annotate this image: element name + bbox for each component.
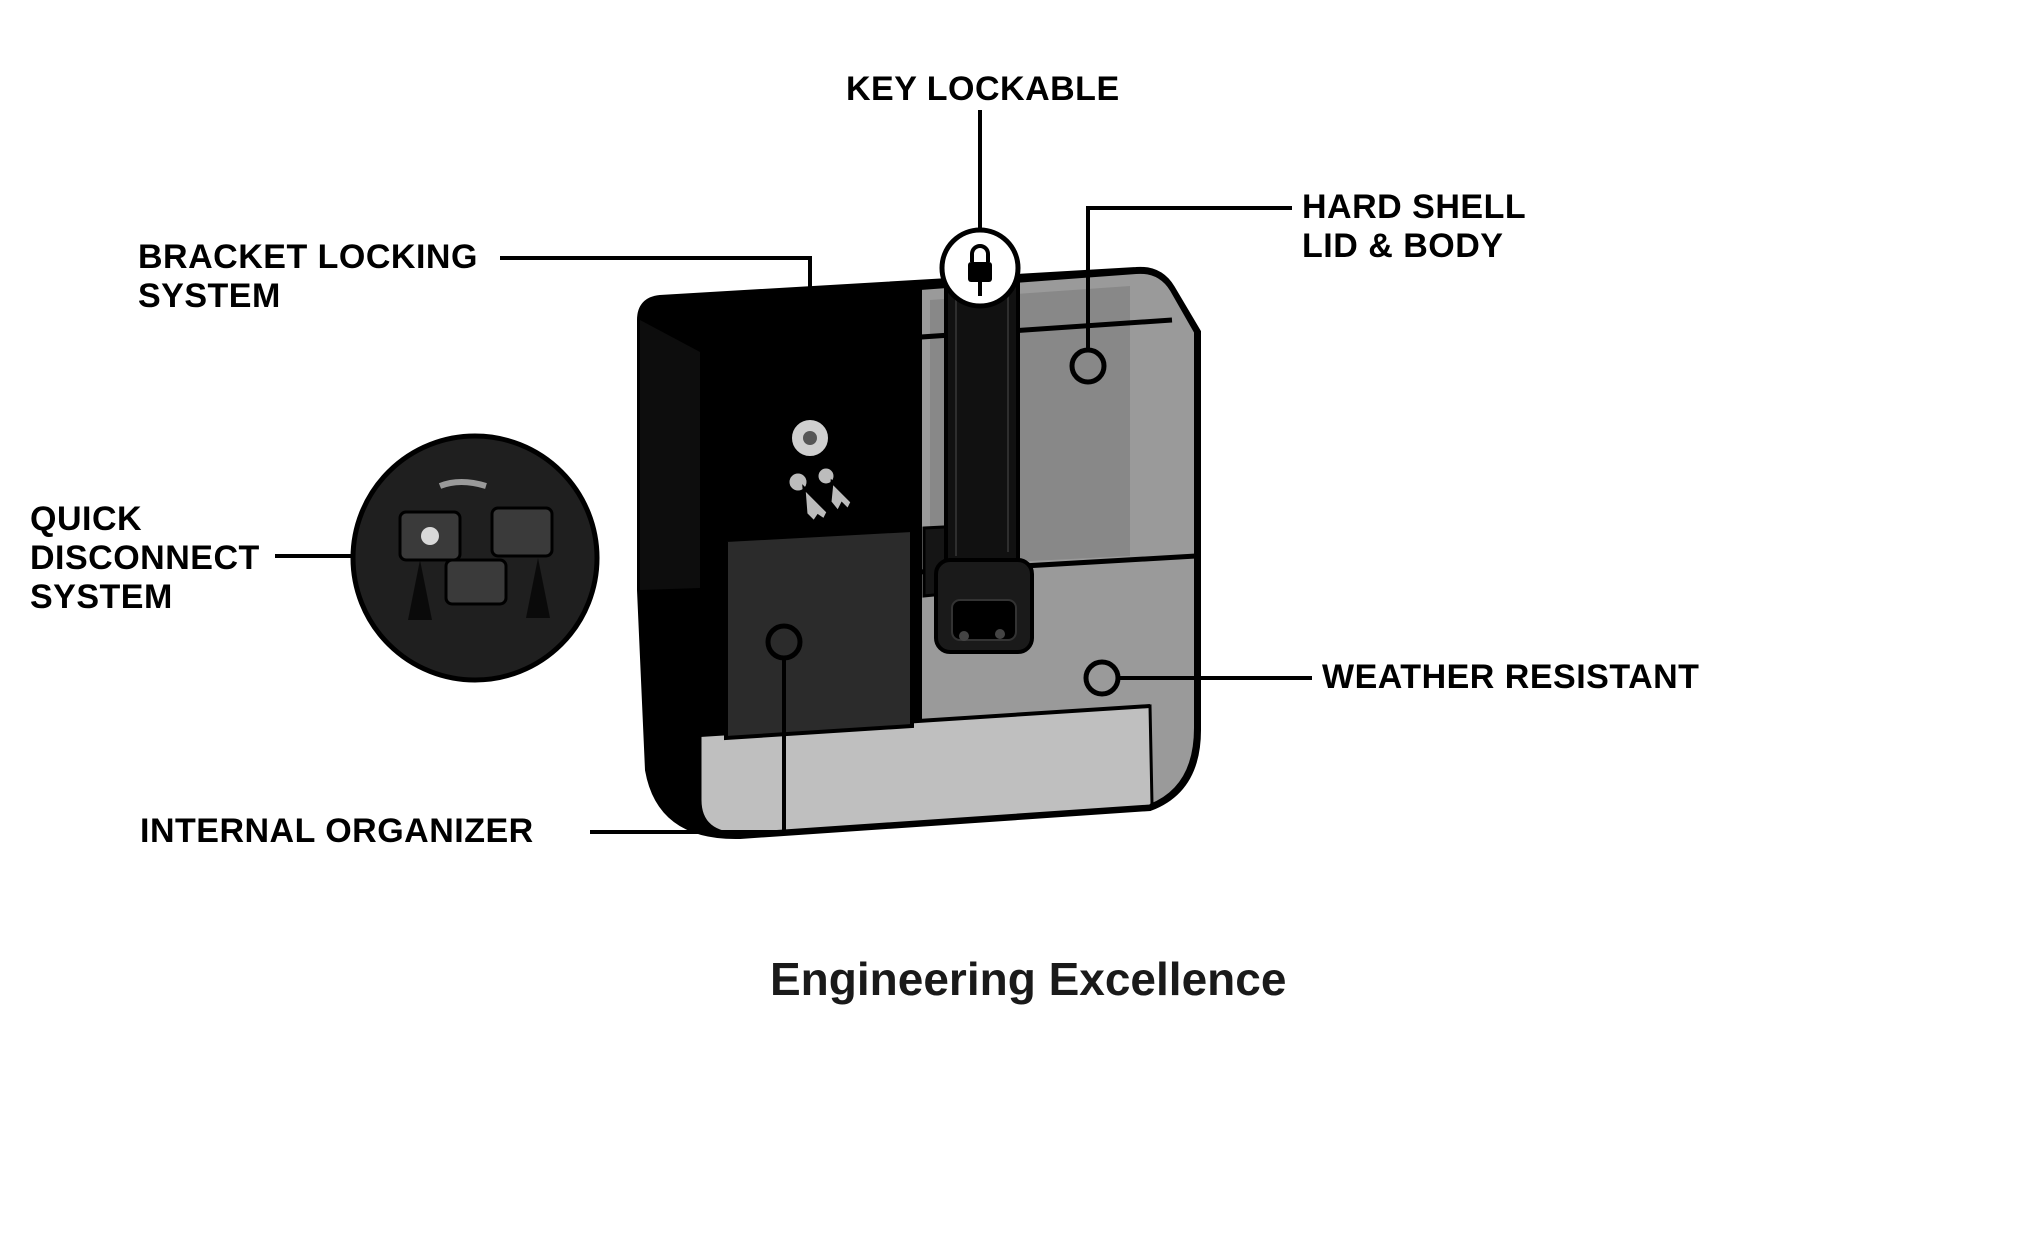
label-quick-disconnect-l2: DISCONNECT [30,539,260,577]
diagram-stage: KEY LOCKABLE HARD SHELL LID & BODY BRACK… [0,0,2044,1248]
label-quick-disconnect: QUICK DISCONNECT SYSTEM [30,500,260,617]
label-hard-shell: HARD SHELL LID & BODY [1302,188,1526,266]
label-bracket-locking: BRACKET LOCKING SYSTEM [138,238,478,316]
label-hard-shell-l2: LID & BODY [1302,227,1503,265]
buckle [936,560,1032,652]
label-internal-organizer: INTERNAL ORGANIZER [140,812,534,851]
center-strap [936,264,1032,652]
caption: Engineering Excellence [770,952,1286,1006]
product [640,230,1198,836]
label-key-lockable: KEY LOCKABLE [846,70,1120,109]
label-bracket-locking-l2: SYSTEM [138,277,281,315]
key-lock-badge [942,230,1018,306]
label-quick-disconnect-l3: SYSTEM [30,578,173,616]
quick-disconnect-detail [353,436,597,680]
label-quick-disconnect-l1: QUICK [30,500,142,538]
label-weather-resistant: WEATHER RESISTANT [1322,658,1699,697]
label-hard-shell-l1: HARD SHELL [1302,188,1526,226]
label-bracket-locking-l1: BRACKET LOCKING [138,238,478,276]
diagram-svg [0,0,2044,1248]
left-chamfer [640,320,700,590]
